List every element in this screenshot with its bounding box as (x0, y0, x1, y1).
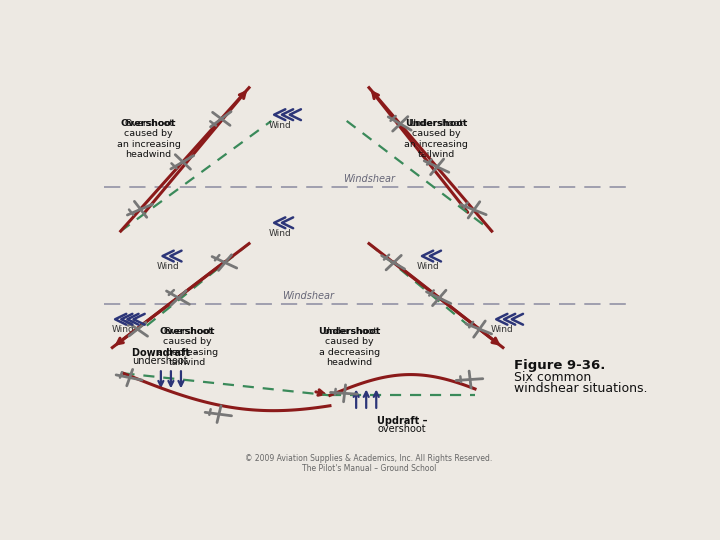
Text: Undershoot: Undershoot (405, 119, 467, 128)
Text: Wind: Wind (157, 261, 179, 271)
Text: Undershoot: Undershoot (318, 327, 381, 336)
Text: Overshoot
caused by
a decreasing
tailwind: Overshoot caused by a decreasing tailwin… (157, 327, 218, 367)
Text: Figure 9-36.: Figure 9-36. (514, 360, 606, 373)
Text: Wind: Wind (112, 325, 135, 334)
Text: Windshear: Windshear (282, 291, 333, 301)
Text: Windshear: Windshear (343, 174, 395, 184)
Text: overshoot: overshoot (377, 424, 426, 435)
Text: Overshoot: Overshoot (121, 119, 176, 128)
Text: Wind: Wind (416, 261, 439, 271)
Text: Six common: Six common (514, 371, 591, 384)
Text: Undershoot
caused by
an increasing
tailwind: Undershoot caused by an increasing tailw… (404, 119, 468, 159)
Text: Wind: Wind (490, 325, 513, 334)
Text: undershoot: undershoot (132, 356, 187, 366)
Text: Undershoot
caused by
a decreasing
headwind: Undershoot caused by a decreasing headwi… (319, 327, 380, 367)
Text: windshear situations.: windshear situations. (514, 382, 647, 395)
Text: Wind: Wind (269, 229, 291, 238)
Text: Downdraft –: Downdraft – (132, 348, 198, 358)
Text: Updraft –: Updraft – (377, 416, 428, 426)
Text: Overshoot: Overshoot (160, 327, 215, 336)
Text: Wind: Wind (269, 121, 291, 130)
Text: Overshoot
caused by
an increasing
headwind: Overshoot caused by an increasing headwi… (117, 119, 181, 159)
Text: © 2009 Aviation Supplies & Academics, Inc. All Rights Reserved.
The Pilot's Manu: © 2009 Aviation Supplies & Academics, In… (246, 454, 492, 473)
